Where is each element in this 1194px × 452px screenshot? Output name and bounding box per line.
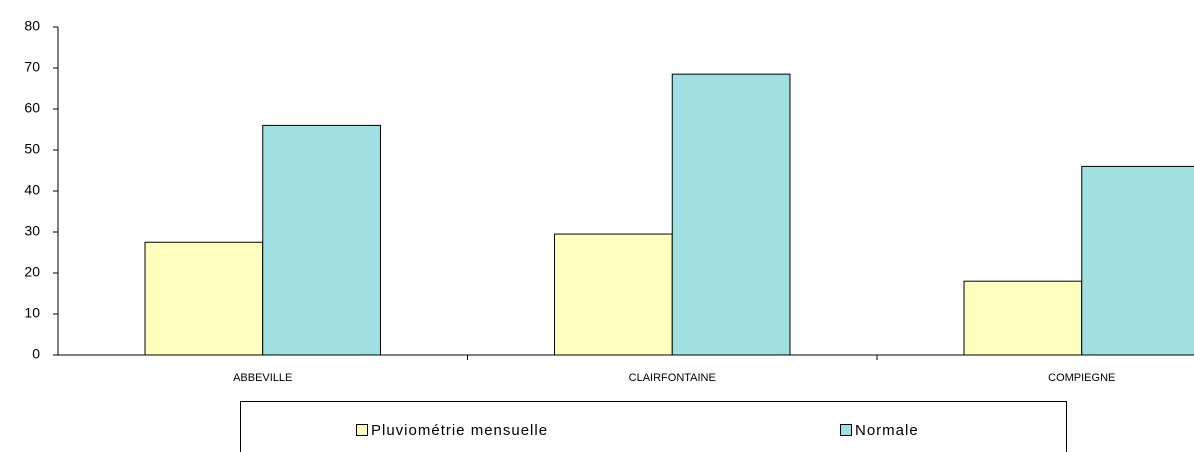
bar — [671, 73, 791, 356]
legend-label: Pluviométrie mensuelle — [371, 422, 548, 439]
y-tick-label: 0 — [32, 346, 40, 362]
x-tick-label: COMPIEGNE — [1048, 372, 1115, 384]
x-tick-label: ABBEVILLE — [233, 372, 292, 384]
y-tick-label: 20 — [24, 264, 40, 280]
y-tick-label: 80 — [24, 18, 40, 34]
bar — [1081, 165, 1194, 356]
x-tick-label: CLAIRFONTAINE — [629, 372, 716, 384]
y-tick-label: 60 — [24, 100, 40, 116]
legend-swatch — [840, 424, 852, 436]
legend-box — [240, 401, 1067, 452]
legend-label: Normale — [855, 422, 919, 439]
y-tick-label: 70 — [24, 59, 40, 75]
y-tick-label: 10 — [24, 305, 40, 321]
legend-swatch — [356, 424, 368, 436]
bar — [963, 280, 1083, 356]
y-tick-label: 50 — [24, 141, 40, 157]
bar — [144, 241, 264, 356]
y-tick-label: 40 — [24, 182, 40, 198]
bar — [262, 124, 381, 356]
y-tick-label: 30 — [24, 223, 40, 239]
bar — [554, 233, 673, 356]
